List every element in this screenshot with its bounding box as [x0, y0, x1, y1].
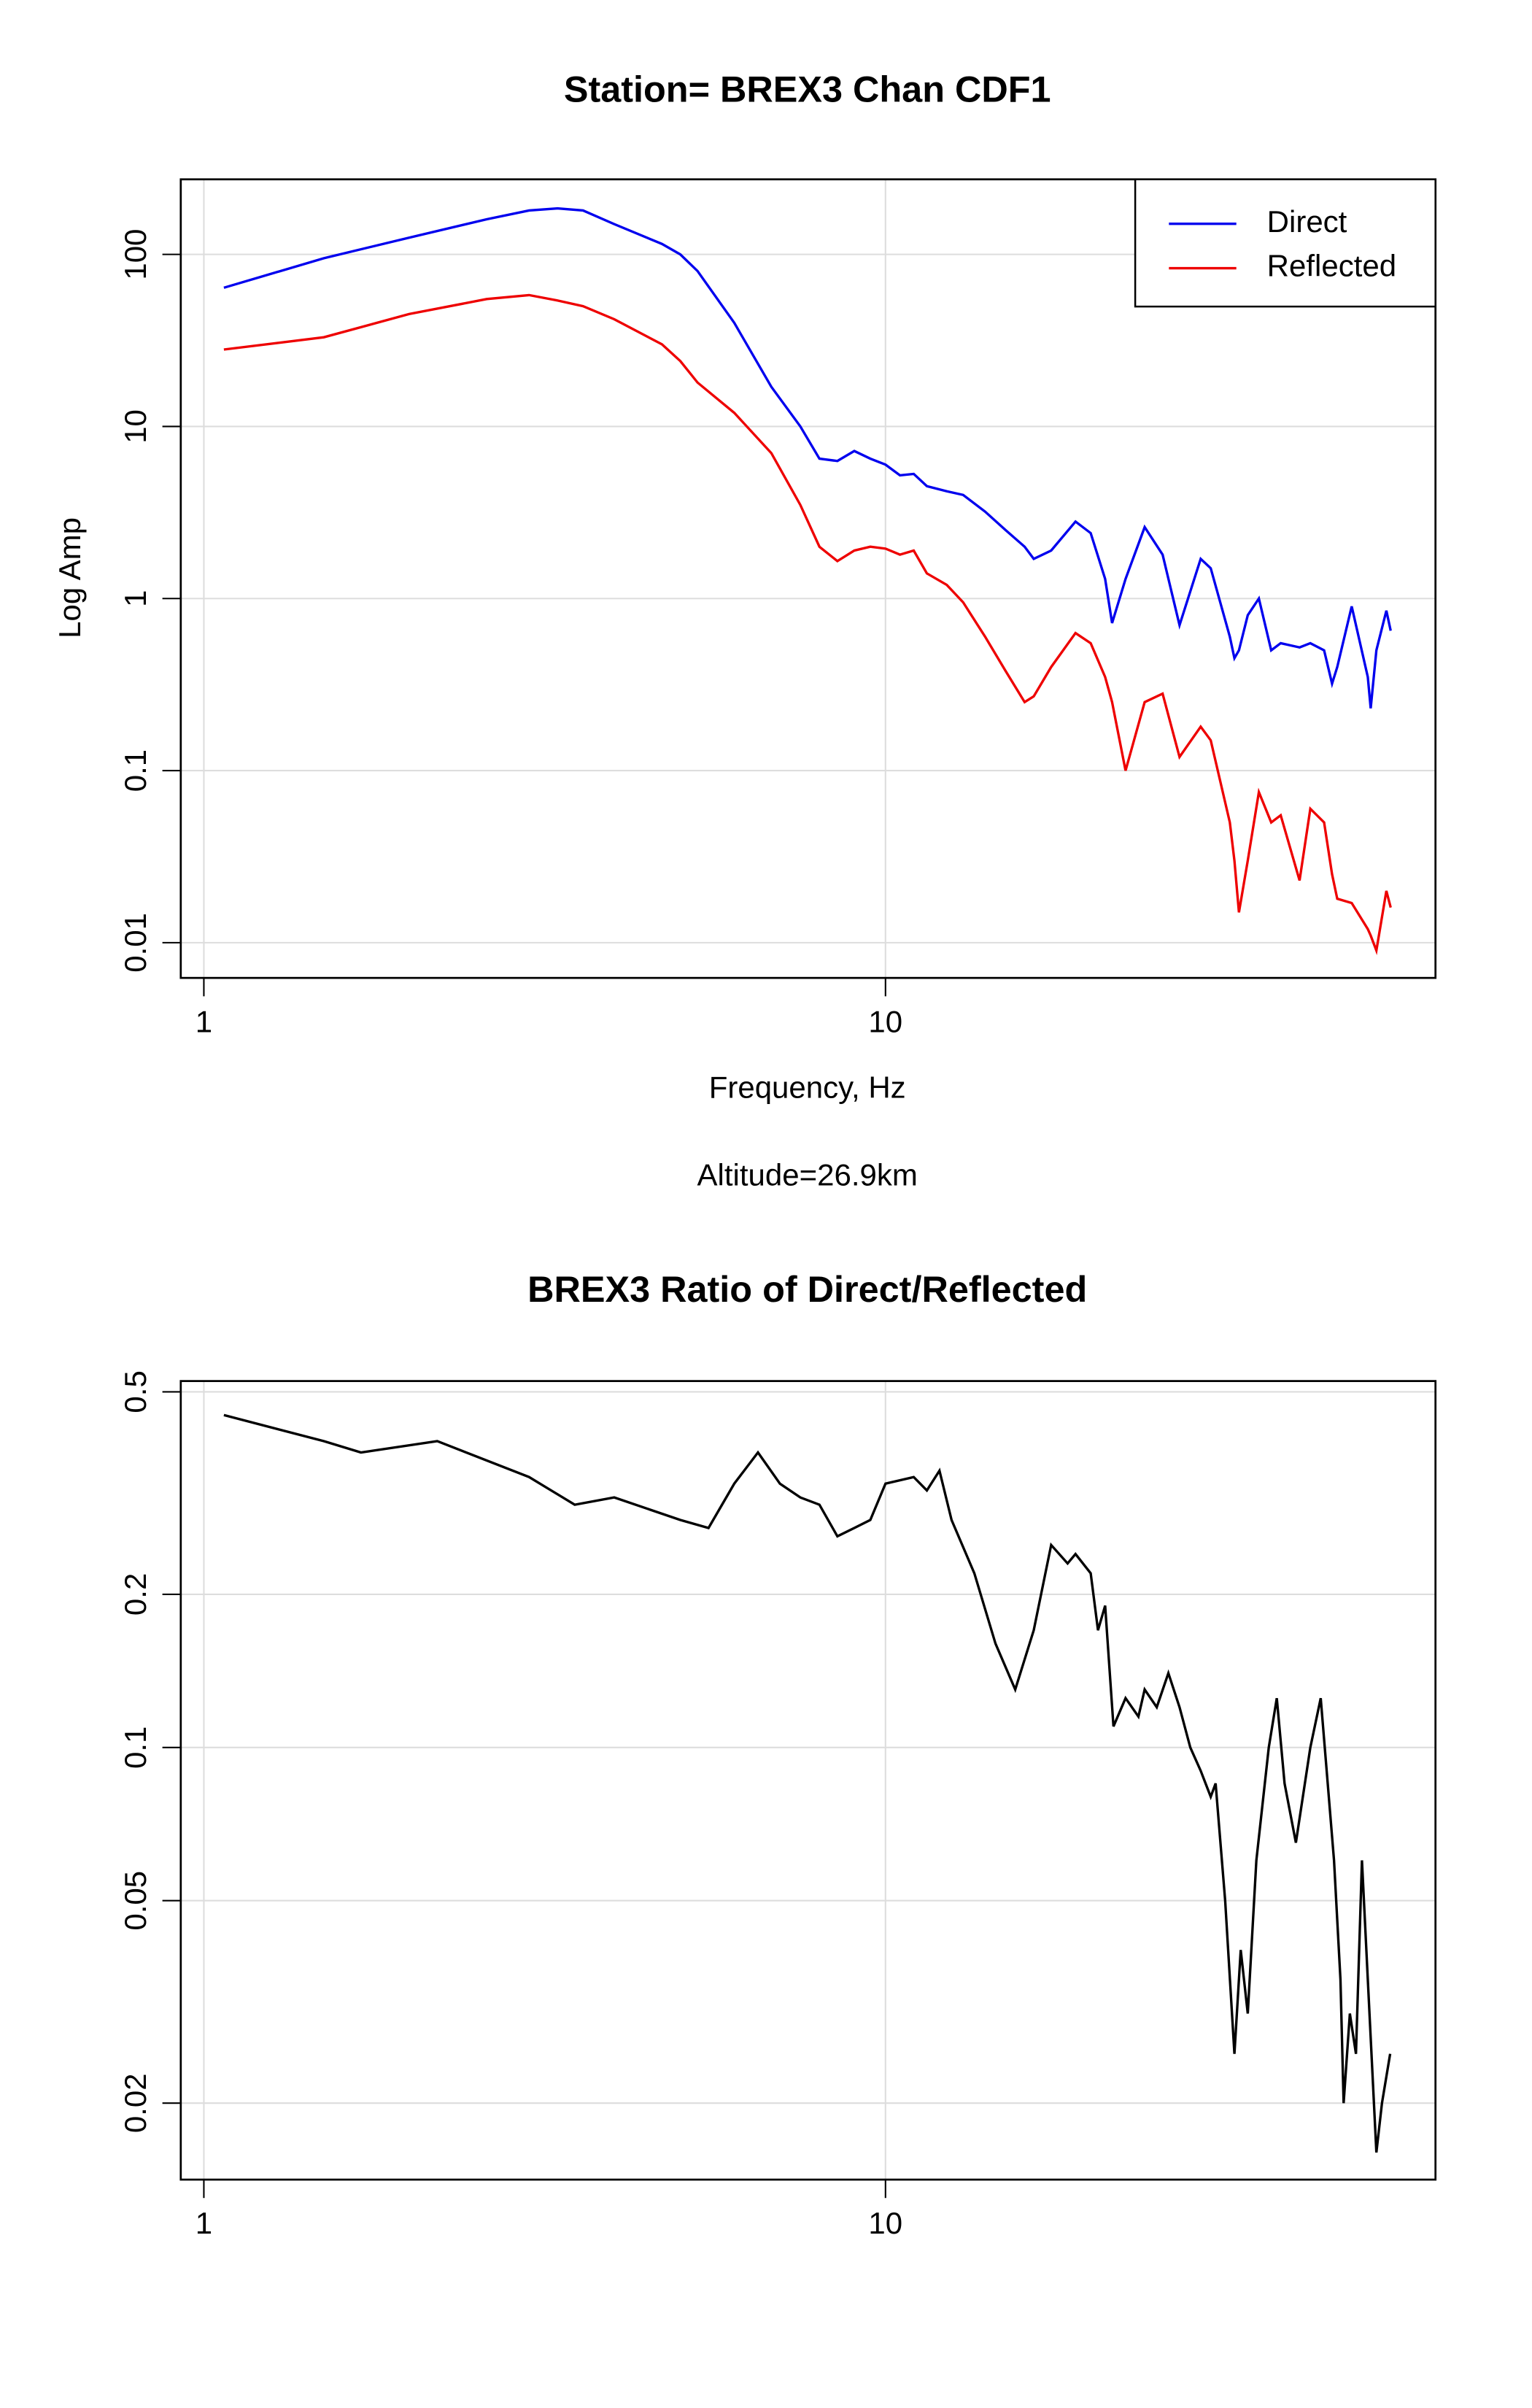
- x-tick-label: 1: [196, 2206, 212, 2240]
- y-tick-label: 0.1: [118, 1726, 152, 1769]
- legend-label: Reflected: [1267, 249, 1396, 283]
- chart-title: BREX3 Ratio of Direct/Reflected: [527, 1268, 1087, 1310]
- y-tick-label: 0.1: [118, 749, 152, 792]
- y-tick-label: 1: [118, 590, 152, 607]
- legend-box: [1134, 178, 1436, 308]
- y-tick-label: 0.02: [118, 2073, 152, 2133]
- y-tick-label: 100: [118, 229, 152, 280]
- y-tick-label: 0.2: [118, 1573, 152, 1616]
- x-tick-label: 1: [196, 1004, 212, 1038]
- chart-title: Station= BREX3 Chan CDF1: [564, 68, 1051, 109]
- y-tick-label: 0.05: [118, 1871, 152, 1931]
- x-tick-label: 10: [868, 1004, 902, 1038]
- legend-label: Direct: [1267, 204, 1347, 239]
- y-tick-label: 0.01: [118, 913, 152, 973]
- data-line: [223, 293, 1392, 956]
- x-axis-label: Frequency, Hz: [709, 1070, 906, 1105]
- x-tick-label: 10: [868, 2206, 902, 2240]
- plot-frame: [179, 178, 1437, 979]
- y-axis-label: Log Amp: [53, 517, 87, 638]
- y-tick-label: 0.5: [118, 1370, 152, 1413]
- data-line: [223, 1413, 1392, 2153]
- subtitle: Altitude=26.9km: [697, 1157, 918, 1192]
- y-tick-label: 10: [118, 409, 152, 444]
- plot-frame: [179, 1380, 1437, 2181]
- data-line: [223, 207, 1392, 709]
